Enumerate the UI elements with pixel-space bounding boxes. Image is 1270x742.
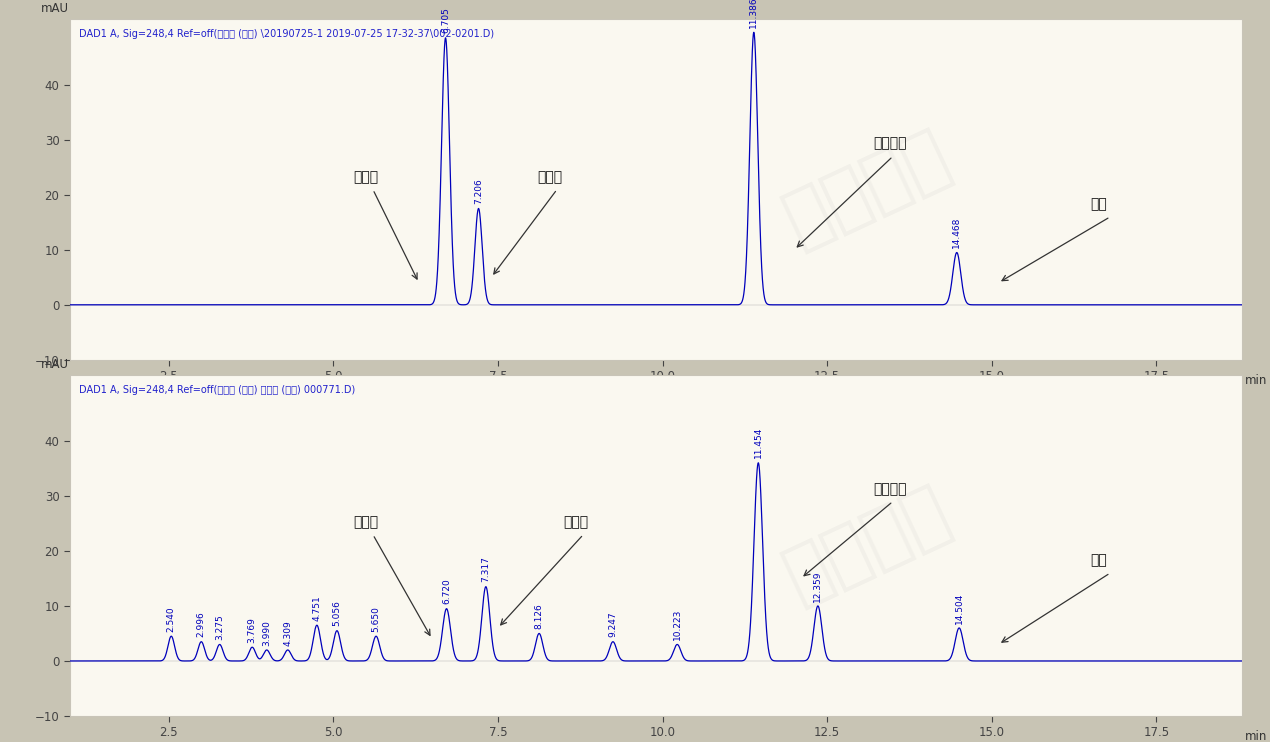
Text: 4.309: 4.309	[283, 620, 292, 646]
Text: 11.386: 11.386	[749, 0, 758, 28]
Text: min: min	[1245, 373, 1266, 387]
Text: 6.705: 6.705	[441, 7, 450, 33]
Text: 黄嘴噶: 黄嘴噶	[537, 170, 563, 184]
Text: 3.769: 3.769	[248, 617, 257, 643]
Text: 尿苷: 尿苷	[1091, 197, 1107, 211]
Text: 3.275: 3.275	[215, 614, 225, 640]
Text: 黄嘴噶: 黄嘴噶	[564, 515, 589, 529]
Text: 北京推薦: 北京推薦	[773, 121, 960, 257]
Text: 12.359: 12.359	[813, 570, 823, 602]
Text: 次黄嘴噶: 次黄嘴噶	[874, 137, 907, 151]
Text: 2.996: 2.996	[197, 611, 206, 637]
Text: 5.056: 5.056	[333, 600, 342, 626]
Text: 11.454: 11.454	[754, 427, 763, 459]
Text: 9.247: 9.247	[608, 611, 617, 637]
Text: 3.990: 3.990	[262, 620, 272, 646]
Text: mAU: mAU	[41, 358, 69, 371]
Text: 6.720: 6.720	[442, 579, 451, 604]
Text: 7.317: 7.317	[481, 556, 490, 582]
Text: 尿嘴噲: 尿嘴噲	[353, 170, 378, 184]
Text: 5.650: 5.650	[372, 606, 381, 631]
Text: min: min	[1245, 729, 1266, 742]
Text: DAD1 A, Sig=248,4 Ref=off(提取物 (标居) 提取物 (标居) 000771.D): DAD1 A, Sig=248,4 Ref=off(提取物 (标居) 提取物 (…	[79, 385, 356, 395]
Text: 次黄嘴噶: 次黄嘴噶	[874, 482, 907, 496]
Text: 8.126: 8.126	[535, 603, 544, 629]
Text: 尿苷: 尿苷	[1091, 554, 1107, 568]
Text: 尿嘴噲: 尿嘴噲	[353, 515, 378, 529]
Text: 2.540: 2.540	[166, 606, 175, 631]
Text: mAU: mAU	[41, 2, 69, 15]
Text: 14.504: 14.504	[955, 592, 964, 623]
Text: DAD1 A, Sig=248,4 Ref=off(提取物 (标居) \20190725-1 2019-07-25 17-32-37\002-0201.D): DAD1 A, Sig=248,4 Ref=off(提取物 (标居) \2019…	[79, 29, 494, 39]
Text: 北京推薦: 北京推薦	[773, 477, 960, 614]
Text: 7.206: 7.206	[474, 178, 483, 204]
Text: 4.751: 4.751	[312, 595, 321, 621]
Text: 10.223: 10.223	[673, 608, 682, 640]
Text: 14.468: 14.468	[952, 217, 961, 248]
